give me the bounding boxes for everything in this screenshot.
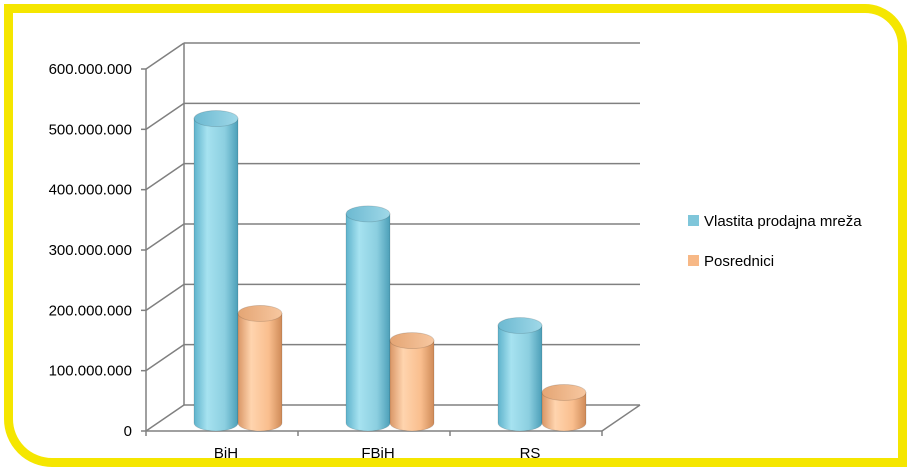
cylinder-top <box>345 205 391 223</box>
cylinder-body <box>193 118 239 432</box>
axis-layer <box>141 43 641 436</box>
side-wall-diagonal <box>145 283 185 311</box>
floor-right-edge <box>601 404 641 432</box>
side-wall-diagonal <box>145 223 185 251</box>
legend-swatch <box>688 255 699 266</box>
cylinder-top <box>389 332 435 349</box>
side-wall-diagonal <box>145 404 185 432</box>
legend: Vlastita prodajna mreža Posrednici <box>688 213 862 270</box>
cylinder-body <box>497 325 543 432</box>
x-tick-label: FBiH <box>361 445 394 462</box>
cylinder-bar <box>389 332 435 432</box>
cylinder-body <box>345 213 391 432</box>
cylinder-body <box>237 313 283 432</box>
cylinder-body <box>389 340 435 432</box>
legend-label: Vlastita prodajna mreža <box>704 213 862 230</box>
cylinder-bar <box>497 317 543 432</box>
legend-item: Vlastita prodajna mreža <box>688 213 862 230</box>
cylinder-top <box>193 110 239 127</box>
x-tick-label: BiH <box>214 445 238 462</box>
cylinder-bar <box>345 205 391 432</box>
y-tick-label: 400.000.000 <box>49 182 132 199</box>
x-tick-label: RS <box>520 445 541 462</box>
yellow-rounded-border <box>4 4 907 467</box>
cylinder-bar <box>193 110 239 432</box>
cylinder-bar <box>541 384 587 432</box>
legend-swatch <box>688 215 699 226</box>
y-tick-label: 500.000.000 <box>49 121 132 138</box>
y-tick-label: 100.000.000 <box>49 363 132 380</box>
side-wall-diagonal <box>145 163 185 191</box>
cylinder-top <box>497 317 543 334</box>
side-wall-diagonal <box>145 344 185 372</box>
y-tick-label: 0 <box>124 423 132 440</box>
y-tick-label: 300.000.000 <box>49 242 132 259</box>
y-tick-label: 200.000.000 <box>49 302 132 319</box>
side-wall-diagonal <box>145 42 185 70</box>
bars-layer <box>193 110 587 432</box>
cylinder-top <box>237 305 283 322</box>
legend-item: Posrednici <box>688 253 774 270</box>
y-tick-label: 600.000.000 <box>49 61 132 78</box>
cylinder-top <box>541 384 587 401</box>
cylinder-bar <box>237 305 283 432</box>
side-wall-diagonal <box>145 102 185 130</box>
cylinder-body <box>541 392 587 432</box>
labels-layer: 0 100.000.000 200.000.000 300.000.000 400.00… <box>49 61 541 462</box>
legend-label: Posrednici <box>704 253 774 270</box>
